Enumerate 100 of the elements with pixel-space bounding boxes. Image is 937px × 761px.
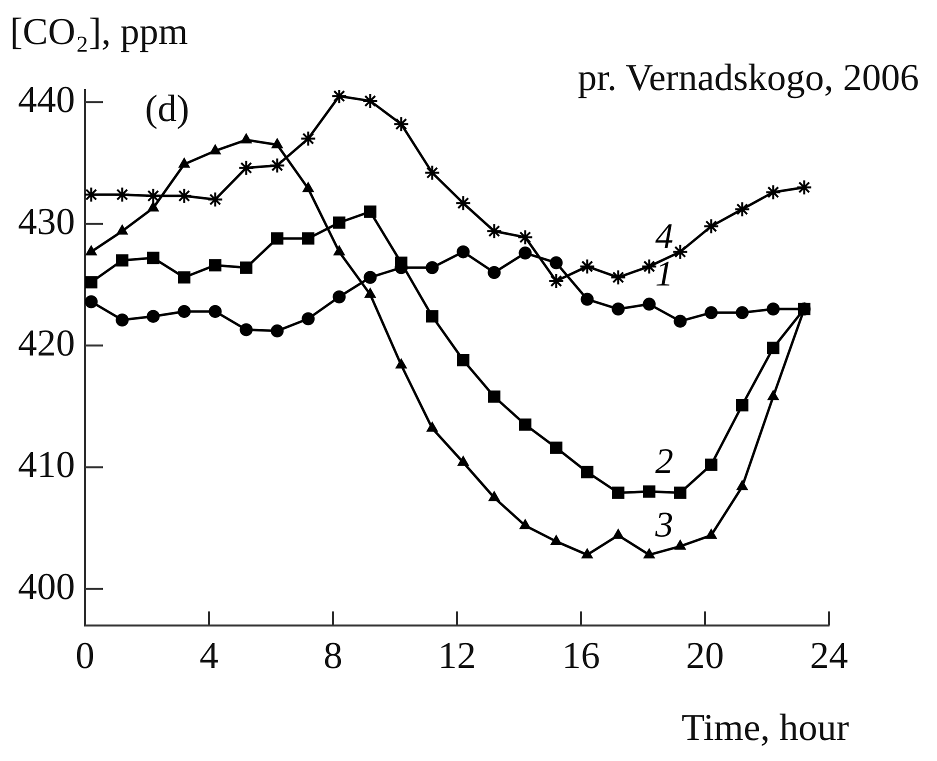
point xyxy=(517,229,534,246)
point xyxy=(520,519,531,530)
point xyxy=(147,252,160,264)
point xyxy=(116,313,129,326)
point xyxy=(643,485,656,498)
point xyxy=(302,182,314,192)
point xyxy=(364,270,377,284)
point xyxy=(674,486,686,499)
point xyxy=(238,160,254,176)
x-tick-label: 0 xyxy=(76,635,94,678)
point xyxy=(456,245,470,258)
y-tick-label: 430 xyxy=(18,200,75,243)
point xyxy=(85,295,98,308)
point xyxy=(362,92,378,109)
point xyxy=(612,302,625,316)
point xyxy=(114,186,130,203)
point xyxy=(396,358,407,368)
point xyxy=(672,244,688,260)
point xyxy=(364,288,376,298)
point xyxy=(269,157,286,174)
point xyxy=(550,534,562,545)
point xyxy=(116,224,128,235)
point xyxy=(240,262,252,274)
point xyxy=(796,179,812,196)
point xyxy=(765,184,782,200)
point xyxy=(736,399,748,412)
y-axis-title: [CO₂], ppm xyxy=(10,11,188,53)
point xyxy=(148,202,159,212)
point xyxy=(768,390,779,400)
point xyxy=(208,304,222,318)
point xyxy=(333,216,346,229)
point xyxy=(393,116,410,132)
series-label: 4 xyxy=(655,216,674,256)
x-tick-label: 20 xyxy=(686,635,724,678)
annotation: (d) xyxy=(145,88,190,130)
point xyxy=(85,276,98,288)
point xyxy=(644,548,655,558)
point xyxy=(364,206,376,218)
point xyxy=(176,188,192,204)
point xyxy=(767,342,780,354)
point xyxy=(705,458,718,471)
point xyxy=(703,218,720,234)
point xyxy=(458,456,469,466)
point xyxy=(674,540,686,550)
y-tick-label: 420 xyxy=(18,322,75,365)
point xyxy=(581,466,594,478)
point xyxy=(488,266,501,280)
x-tick-label: 12 xyxy=(438,635,476,678)
point xyxy=(612,528,624,539)
point xyxy=(674,314,687,328)
point xyxy=(86,245,97,256)
point xyxy=(334,245,345,256)
y-tick-label: 410 xyxy=(18,444,75,486)
point xyxy=(300,130,316,147)
series-label: 3 xyxy=(654,504,674,544)
point xyxy=(457,354,470,366)
point xyxy=(641,258,658,274)
point xyxy=(736,480,748,490)
point xyxy=(580,292,594,306)
x-tick-label: 24 xyxy=(810,635,848,678)
point xyxy=(734,201,750,218)
point xyxy=(145,188,162,204)
point xyxy=(766,302,780,316)
y-tick-label: 400 xyxy=(18,566,75,608)
x-axis-title: Time, hour xyxy=(681,706,850,749)
chart-title: pr. Vernadskogo, 2006 xyxy=(578,57,919,99)
x-tick-label: 16 xyxy=(562,635,600,678)
point xyxy=(579,258,596,274)
point xyxy=(582,548,593,558)
series-label: 1 xyxy=(655,254,674,294)
point xyxy=(612,486,624,499)
point xyxy=(332,290,346,304)
point xyxy=(331,90,348,104)
point xyxy=(270,324,284,338)
point xyxy=(488,491,500,502)
point xyxy=(706,528,717,539)
point xyxy=(302,312,315,326)
point xyxy=(426,261,439,274)
y-tick-label: 440 xyxy=(18,79,75,122)
point xyxy=(486,223,502,240)
x-tick-label: 4 xyxy=(200,635,218,678)
point xyxy=(488,390,500,403)
series-label: 2 xyxy=(655,441,674,482)
point xyxy=(426,422,438,432)
point xyxy=(240,323,253,336)
point xyxy=(642,298,656,311)
point xyxy=(424,164,440,181)
point xyxy=(116,254,128,267)
point xyxy=(178,304,191,318)
point xyxy=(302,232,314,245)
point xyxy=(736,306,749,320)
point xyxy=(271,232,284,245)
point xyxy=(704,306,718,320)
point xyxy=(209,259,222,272)
point xyxy=(455,195,472,212)
point xyxy=(518,246,532,260)
point xyxy=(550,442,562,454)
point xyxy=(426,310,438,322)
point xyxy=(550,256,563,270)
point xyxy=(548,273,564,290)
